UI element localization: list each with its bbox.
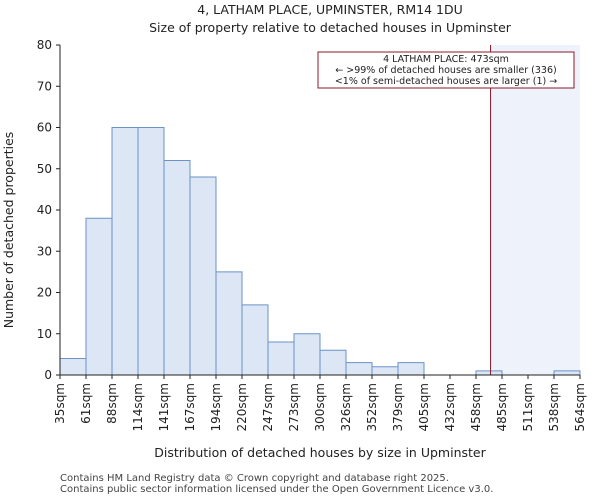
x-tick-label-432sqm: 432sqm bbox=[443, 383, 457, 431]
x-tick-label-458sqm: 458sqm bbox=[469, 383, 483, 431]
annotation-line-2: ← >99% of detached houses are smaller (3… bbox=[335, 65, 556, 76]
footer-licence: Contains public sector information licen… bbox=[60, 484, 494, 495]
annotation-line-1: 4 LATHAM PLACE: 473sqm bbox=[383, 54, 509, 65]
bar-167sqm bbox=[189, 176, 217, 376]
x-tick-label-247sqm: 247sqm bbox=[261, 383, 275, 431]
bar-194sqm bbox=[215, 271, 243, 376]
chart-title: 4, LATHAM PLACE, UPMINSTER, RM14 1DU bbox=[197, 2, 462, 17]
bar-300sqm bbox=[319, 349, 347, 376]
chart-subtitle: Size of property relative to detached ho… bbox=[149, 20, 512, 35]
y-tick-label-0: 0 bbox=[44, 368, 52, 382]
x-tick-label-220sqm: 220sqm bbox=[235, 383, 249, 431]
bar-538sqm bbox=[553, 370, 581, 376]
bar-88sqm bbox=[111, 127, 139, 376]
bar-114sqm bbox=[137, 127, 165, 376]
y-tick-label-40: 40 bbox=[37, 203, 52, 217]
annotation-frame bbox=[317, 51, 575, 89]
x-tick-label-538sqm: 538sqm bbox=[547, 383, 561, 431]
bar-326sqm bbox=[345, 362, 373, 376]
x-tick-label-141sqm: 141sqm bbox=[157, 383, 171, 431]
x-tick-label-61sqm: 61sqm bbox=[79, 383, 93, 424]
bar-220sqm bbox=[241, 304, 269, 376]
footer-copyright: Contains HM Land Registry data © Crown c… bbox=[60, 473, 449, 484]
bar-35sqm bbox=[59, 358, 87, 376]
x-tick-label-273sqm: 273sqm bbox=[287, 383, 301, 431]
bar-247sqm bbox=[267, 341, 295, 376]
highlight-region bbox=[490, 45, 580, 375]
bar-273sqm bbox=[293, 333, 321, 376]
x-tick-label-194sqm: 194sqm bbox=[209, 383, 223, 431]
y-tick-label-70: 70 bbox=[37, 79, 52, 93]
x-tick-label-300sqm: 300sqm bbox=[313, 383, 327, 431]
y-tick-label-50: 50 bbox=[37, 162, 52, 176]
x-tick-label-379sqm: 379sqm bbox=[391, 383, 405, 431]
bar-458sqm bbox=[475, 370, 503, 376]
x-tick-label-114sqm: 114sqm bbox=[131, 383, 145, 431]
x-tick-label-564sqm: 564sqm bbox=[573, 383, 587, 431]
x-tick-label-35sqm: 35sqm bbox=[53, 383, 67, 424]
bar-61sqm bbox=[85, 217, 113, 376]
bar-379sqm bbox=[397, 362, 425, 376]
y-axis-label: Number of detached properties bbox=[1, 132, 16, 329]
x-axis-label: Distribution of detached houses by size … bbox=[154, 445, 486, 460]
y-tick-label-80: 80 bbox=[37, 38, 52, 52]
y-tick-label-10: 10 bbox=[37, 327, 52, 341]
bar-352sqm bbox=[371, 366, 399, 376]
y-tick-label-30: 30 bbox=[37, 244, 52, 258]
x-tick-label-511sqm: 511sqm bbox=[521, 383, 535, 431]
y-tick-label-60: 60 bbox=[37, 121, 52, 135]
x-tick-label-326sqm: 326sqm bbox=[339, 383, 353, 431]
x-tick-label-405sqm: 405sqm bbox=[417, 383, 431, 431]
annotation-line-3: <1% of semi-detached houses are larger (… bbox=[335, 76, 557, 87]
bar-141sqm bbox=[163, 160, 191, 376]
x-tick-label-352sqm: 352sqm bbox=[365, 383, 379, 431]
x-tick-label-88sqm: 88sqm bbox=[105, 383, 119, 424]
x-tick-label-167sqm: 167sqm bbox=[183, 383, 197, 431]
annotation-box: 4 LATHAM PLACE: 473sqm ← >99% of detache… bbox=[317, 51, 575, 89]
x-tick-label-485sqm: 485sqm bbox=[495, 383, 509, 431]
y-tick-label-20: 20 bbox=[37, 286, 52, 300]
plot-area: 0 10 20 30 40 50 60 70 80 35sqm 61sqm 88sqm 114sqm 14… bbox=[37, 38, 587, 431]
